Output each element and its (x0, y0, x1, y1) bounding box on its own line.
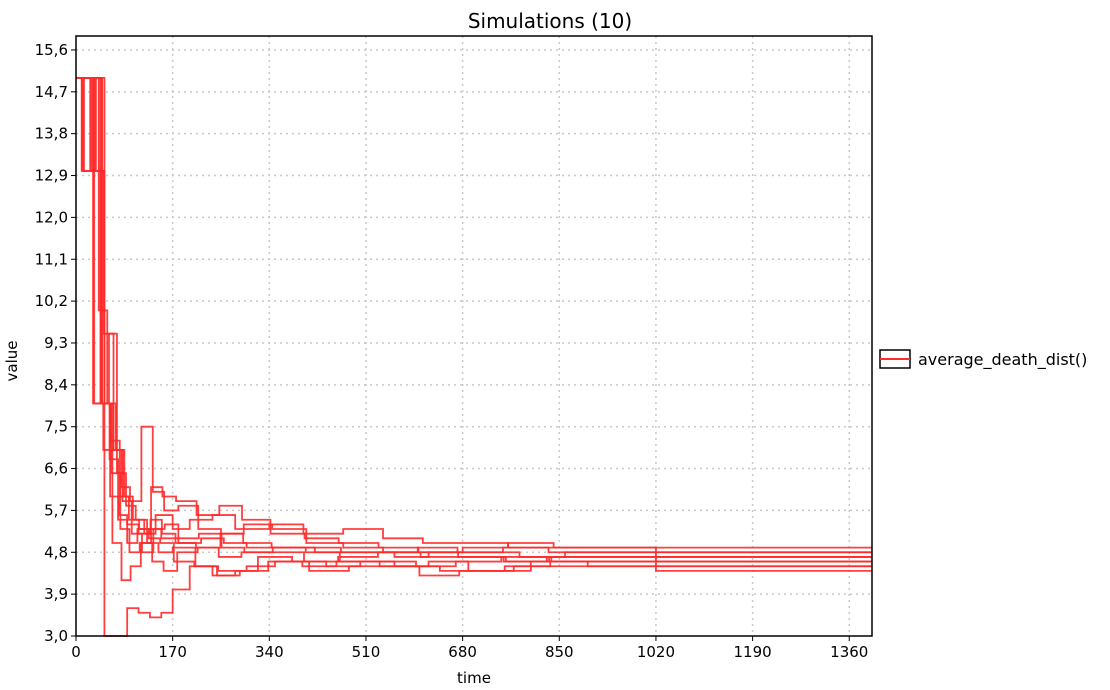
series-line-1 (76, 76, 872, 558)
y-axis-title: value (3, 341, 21, 382)
series-group (76, 76, 872, 637)
grid-lines (76, 36, 872, 636)
legend-label: average_death_dist() (918, 350, 1087, 370)
y-tick-label: 4,8 (44, 543, 68, 561)
x-tick-label: 850 (545, 643, 574, 661)
y-tick-label: 6,6 (44, 460, 68, 478)
y-tick-label: 9,3 (44, 334, 68, 352)
x-tick-label: 1020 (637, 643, 675, 661)
x-axis-title: time (457, 669, 491, 687)
series-line-3 (76, 76, 872, 637)
x-tick-label: 170 (158, 643, 187, 661)
y-tick-label: 3,0 (44, 627, 68, 645)
y-tick-label: 12,0 (35, 208, 68, 226)
y-tick-label: 3,9 (44, 585, 68, 603)
x-tick-label: 510 (352, 643, 381, 661)
y-tick-label: 14,7 (35, 83, 68, 101)
plot-frame (75, 35, 873, 637)
y-tick-label: 15,6 (35, 41, 68, 59)
x-tick-label: 0 (71, 643, 81, 661)
y-axis-ticks: 3,0 3,9 4,8 5,7 6,6 7,5 8,4 9,3 10,2 11,1 12,0 12,9… (35, 41, 76, 645)
x-axis-ticks: 0 170 340 510 680 850 1020 1190 1360 (71, 636, 868, 661)
x-tick-label: 680 (448, 643, 477, 661)
y-tick-label: 5,7 (44, 501, 68, 519)
legend: average_death_dist() (879, 349, 1087, 370)
y-tick-label: 11,1 (35, 250, 68, 268)
series-line-9 (76, 76, 872, 563)
x-tick-label: 340 (255, 643, 284, 661)
y-tick-label: 7,5 (44, 418, 68, 436)
y-tick-label: 8,4 (44, 376, 68, 394)
y-tick-label: 12,9 (35, 167, 68, 185)
series-line-2 (76, 76, 872, 549)
y-tick-label: 13,8 (35, 125, 68, 143)
series-line-8 (76, 76, 872, 563)
x-tick-label: 1360 (830, 643, 868, 661)
series-line-10 (76, 76, 872, 577)
series-line-6 (76, 76, 872, 563)
y-tick-label: 10,2 (35, 292, 68, 310)
chart-title: Simulations (10) (468, 9, 632, 33)
x-tick-label: 1190 (734, 643, 772, 661)
